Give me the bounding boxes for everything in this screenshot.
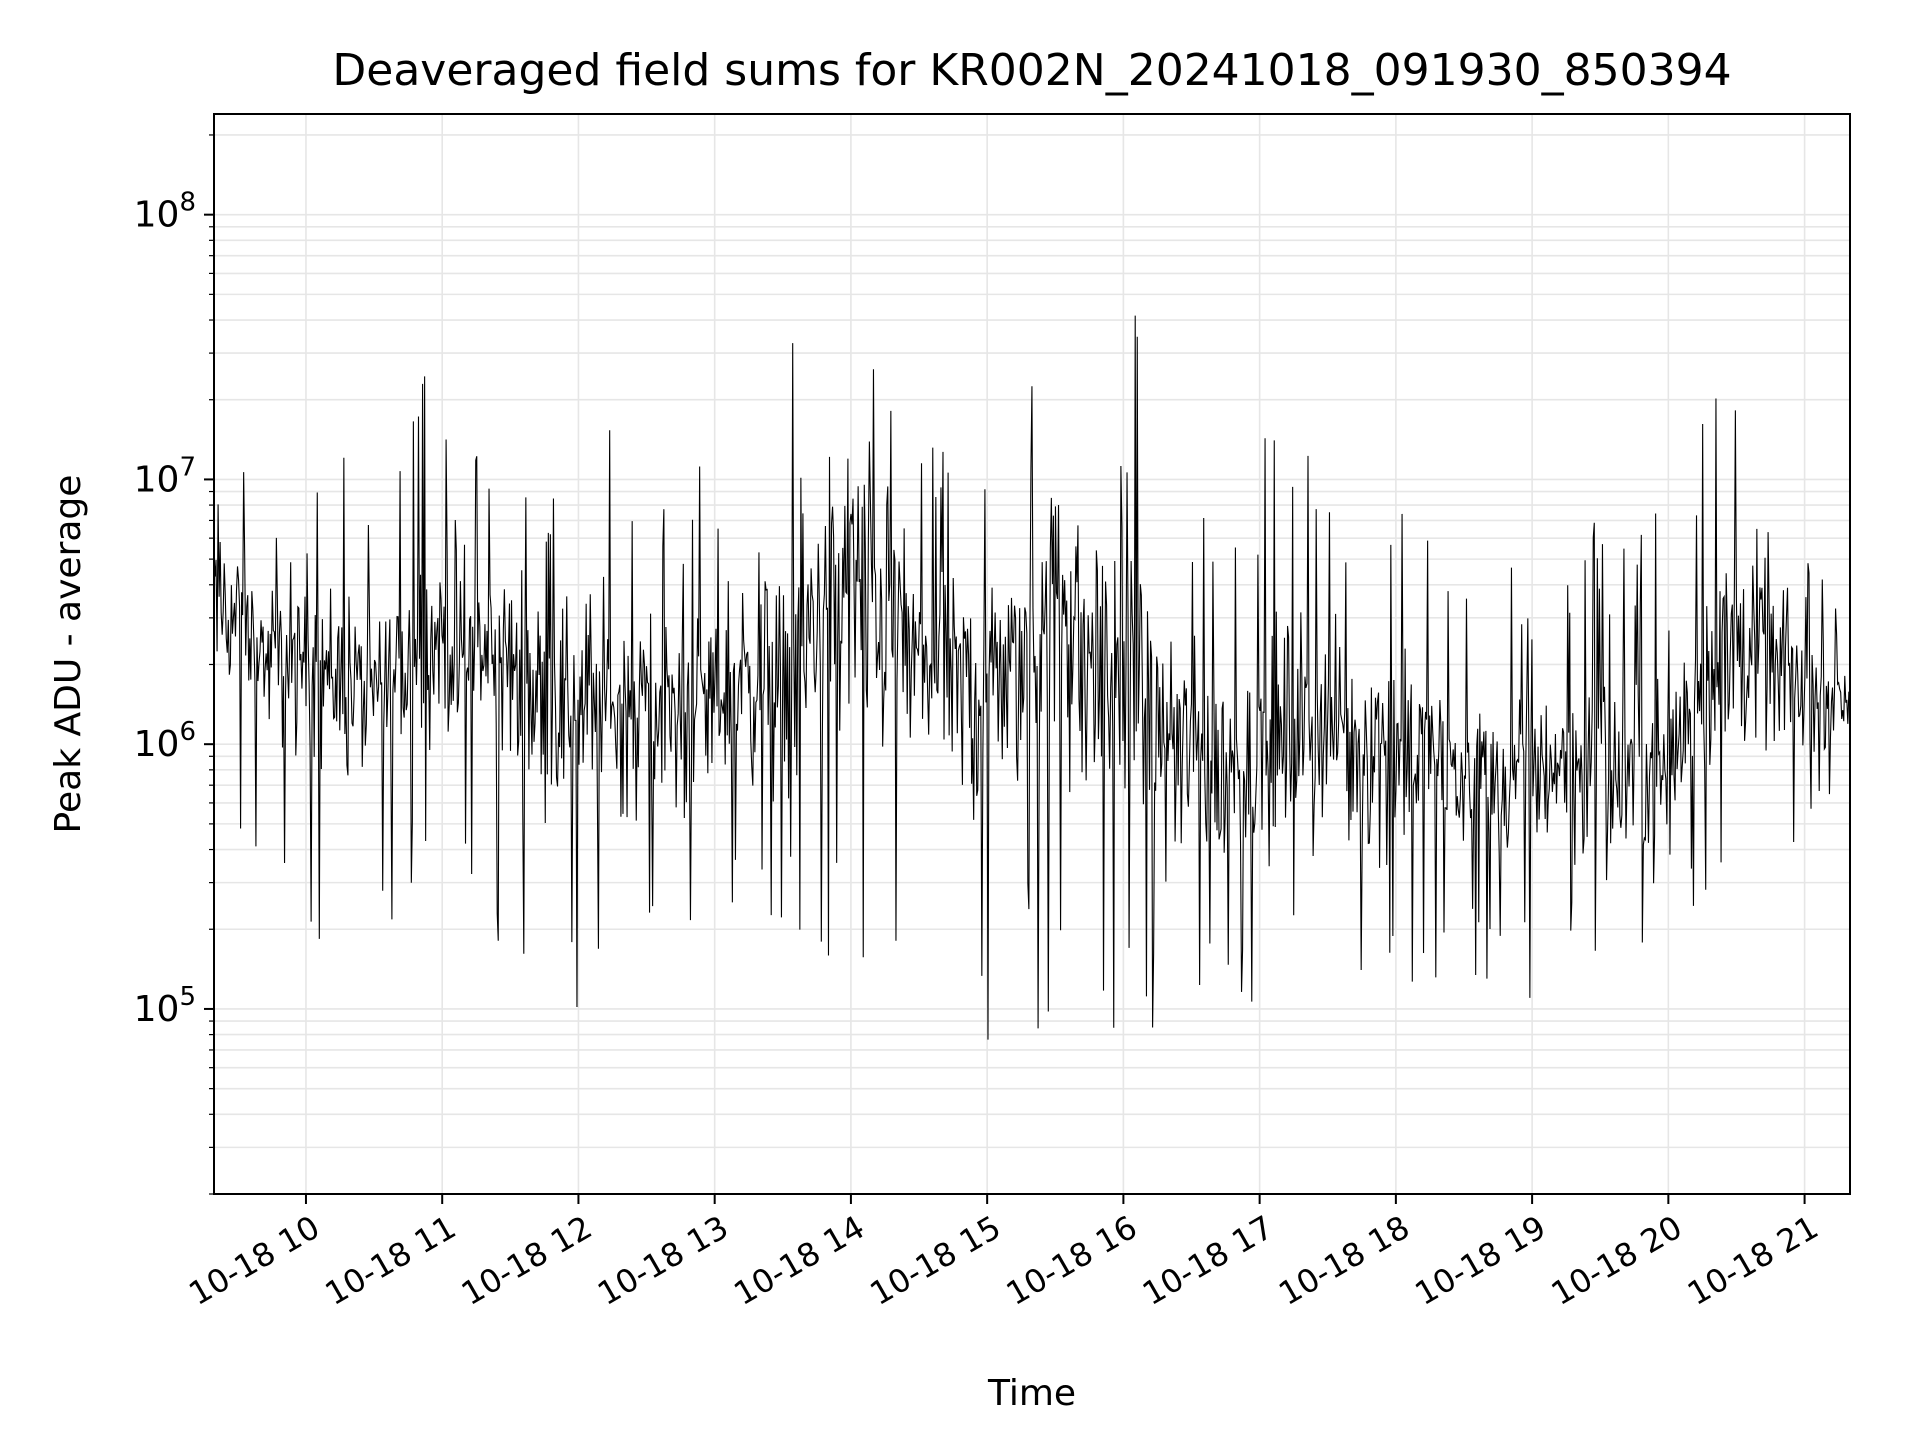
x-axis-label: Time: [987, 1373, 1076, 1414]
y-tick-label: 106: [134, 717, 196, 765]
plot-area-frame: [213, 113, 1851, 1195]
y-axis: 105 106 107 108: [134, 134, 214, 1195]
chart-title: Deaveraged field sums for KR002N_2024101…: [332, 45, 1731, 96]
y-tick-label: 107: [134, 452, 196, 500]
series-line: [213, 315, 1850, 1040]
y-tick-label: 108: [134, 188, 196, 236]
series-layer: [213, 315, 1850, 1040]
minor-gridlines: [214, 134, 1850, 1195]
y-tick-label: 105: [134, 982, 196, 1030]
y-axis-label: Peak ADU - average: [48, 475, 89, 834]
